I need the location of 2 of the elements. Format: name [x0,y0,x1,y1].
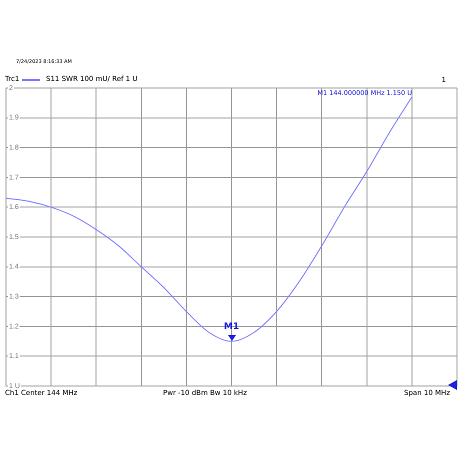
annotation: M1 [222,322,240,332]
line-series [6,96,412,342]
